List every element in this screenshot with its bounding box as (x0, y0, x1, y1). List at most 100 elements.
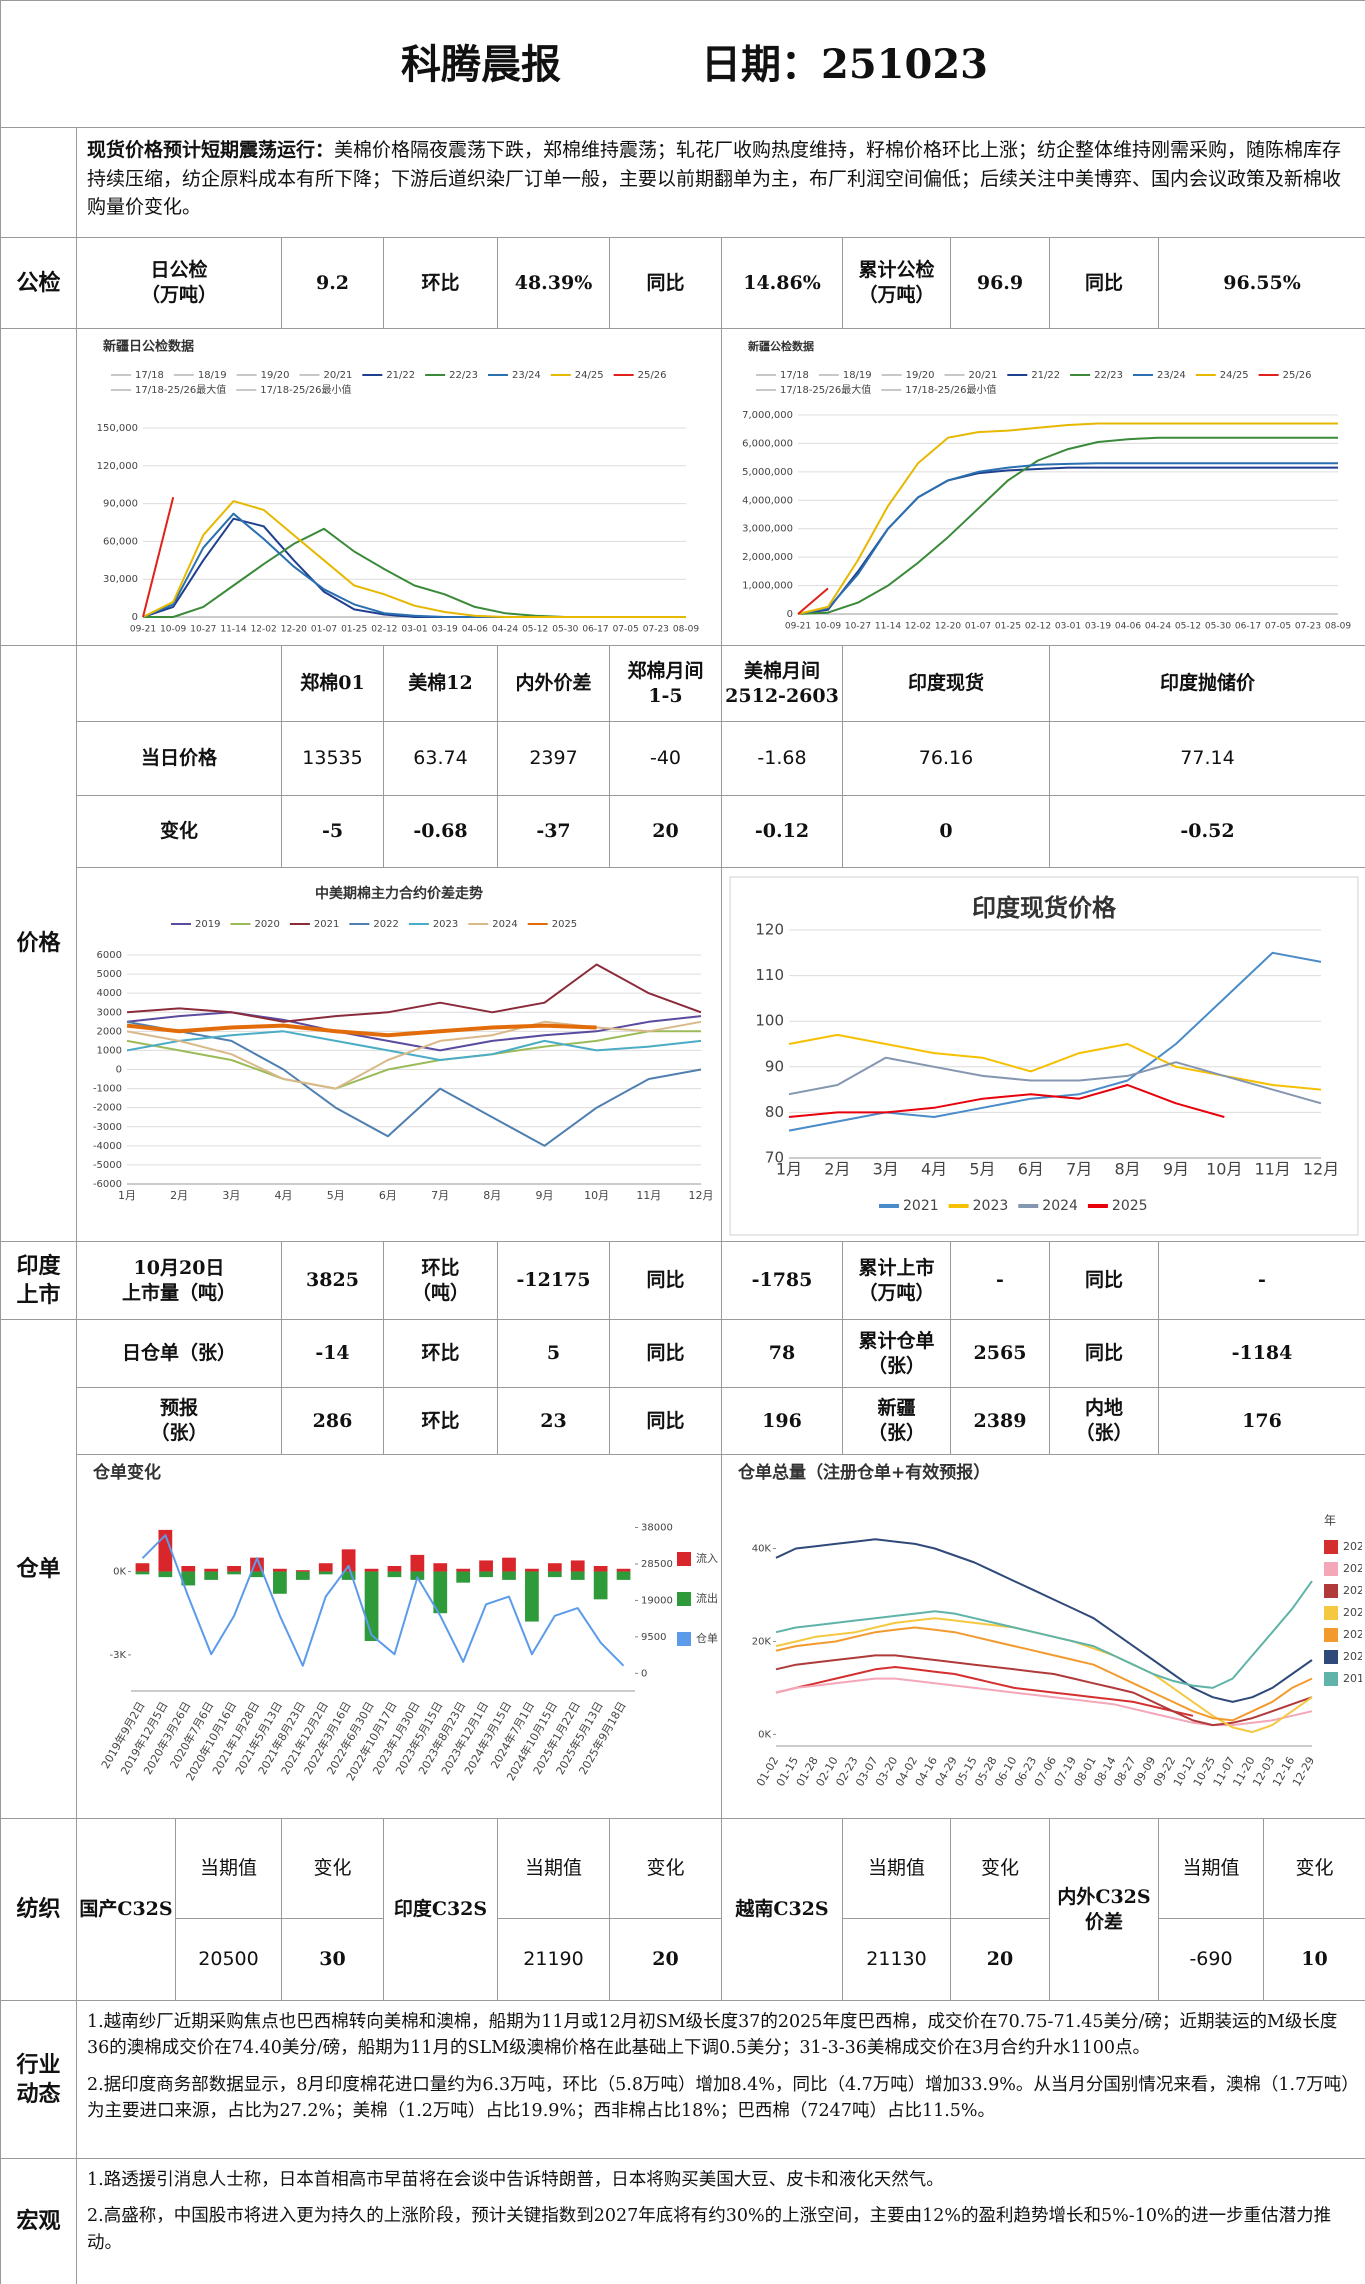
table-cell: -0.52 (1050, 796, 1365, 868)
table-cell: 同比 (610, 1388, 722, 1455)
bar (433, 1571, 448, 1614)
x-tick-label: 03-01 (401, 625, 427, 635)
table-cell: 96.55% (1159, 238, 1365, 329)
bar (502, 1571, 516, 1580)
y-tick-label: 6000 (97, 950, 122, 961)
legend-label: 17/18-25/26最小值 (260, 383, 351, 396)
line-series (142, 517, 686, 618)
line-series (775, 1580, 1313, 1689)
x-tick-label: 12-20 (935, 622, 961, 632)
legend-label: 19/20 (906, 370, 935, 381)
legend-label: 22/23 (449, 370, 478, 381)
y-tick-label: -5000 (93, 1160, 122, 1171)
bar (227, 1571, 241, 1575)
column-header: 内外价差 (498, 646, 610, 722)
column-header: 郑棉月间 1-5 (610, 646, 722, 722)
value-cell: 10 (1264, 1919, 1365, 2001)
table-cell: 环比 （吨） (384, 1242, 498, 1320)
line-series (788, 1056, 1322, 1105)
legend-label: 流入 (696, 1551, 718, 1565)
table-cell: 63.74 (384, 722, 498, 796)
summary-lead: 现货价格预计短期震荡运行： (87, 139, 335, 161)
bar (570, 1560, 585, 1572)
bar (318, 1571, 333, 1575)
bar (410, 1571, 425, 1580)
x-tick-label: 04-06 (462, 625, 488, 635)
legend-label: 21/22 (386, 370, 415, 381)
column-header: 美棉12 (384, 646, 498, 722)
x-tick-label: 05-12 (1175, 622, 1201, 632)
y-tick-label: 120,000 (97, 461, 138, 472)
column-header: 当期值 (843, 1819, 951, 1919)
x-tick-label: 5月 (969, 1160, 995, 1179)
legend-label: 2025 (1343, 1540, 1362, 1553)
x-tick-label: 10-27 (845, 622, 871, 632)
chart: 新疆公检数据 0 1,000,000 2,000,000 3,000,000 4,000,… (742, 339, 1351, 632)
table-cell: -40 (610, 722, 722, 796)
table-cell: -0.12 (722, 796, 843, 868)
table-cell: 变化 (77, 796, 282, 868)
x-tick-label: 10-27 (190, 625, 216, 635)
section-label: 印度 上市 (1, 1242, 77, 1320)
x-tick-label: 06-17 (582, 625, 608, 635)
legend-label: 2024 (1042, 1198, 1078, 1214)
line-series (775, 1538, 1313, 1703)
table-cell: 9.2 (282, 238, 384, 329)
x-tick-label: 01-25 (341, 625, 367, 635)
line-series (141, 1534, 625, 1667)
news-block: 1.越南纱厂近期采购焦点也巴西棉转向美棉和澳棉，船期为11月或12月初SM级长度… (77, 2001, 1365, 2159)
line-series (126, 1020, 702, 1147)
legend-label: 17/18 (135, 370, 164, 381)
chart-title: 中美期棉主力合约价差走势 (315, 885, 483, 902)
bar (525, 1571, 539, 1622)
x-tick-label: 03-19 (1085, 622, 1111, 632)
value-cell: 30 (282, 1919, 384, 2001)
news-item: 2.高盛称，中国股市将进入更为持久的上涨阶段，预计关键指数到2027年底将有约3… (87, 2206, 1332, 2253)
legend-label: 2022 (1343, 1606, 1362, 1619)
table-cell: 2389 (951, 1388, 1050, 1455)
y-tick-label: -3000 (93, 1122, 122, 1133)
x-tick-label: 8月 (483, 1189, 501, 1202)
x-tick-label: 5月 (327, 1189, 345, 1202)
x-tick-label: 1月 (776, 1160, 802, 1179)
legend-label: 2024 (492, 919, 517, 930)
column-header: 美棉月间 2512-2603 (722, 646, 843, 722)
legend-label: 2023 (433, 919, 458, 930)
y-tick-label: 60,000 (103, 536, 138, 547)
x-tick-label: 10-09 (160, 625, 186, 635)
x-tick-label: 11月 (636, 1189, 661, 1202)
table-cell: 同比 (1050, 238, 1159, 329)
y-tick-label: 0 (132, 612, 138, 623)
x-tick-label: 12月 (1303, 1160, 1339, 1179)
legend-label: 17/18 (780, 370, 809, 381)
x-tick-label: 01-07 (965, 622, 991, 632)
legend-swatch (677, 1552, 691, 1566)
legend-label: 23/24 (1157, 370, 1186, 381)
chart-frame (729, 876, 1359, 1236)
y-tick-label: 0 (787, 609, 793, 620)
table-cell: -5 (282, 796, 384, 868)
table-cell: 预报 （张） (77, 1388, 282, 1455)
legend-swatch (677, 1592, 691, 1606)
bar (273, 1568, 287, 1572)
table-cell: -37 (498, 796, 610, 868)
y-tick-label: 90,000 (103, 499, 138, 510)
header: 科腾晨报 日期：251023 (1, 1, 1365, 128)
section-label: 行业 动态 (1, 2001, 77, 2159)
bar (295, 1571, 310, 1580)
table-cell: 14.86% (722, 238, 843, 329)
section-label: 宏观 (1, 2159, 77, 2284)
column-header: 变化 (1264, 1819, 1365, 1919)
table-cell: 日仓单（张） (77, 1320, 282, 1388)
line-series (797, 436, 1338, 615)
y-tick-label: 80 (765, 1103, 784, 1121)
legend-label: 仓单 (696, 1631, 718, 1645)
table-cell: 176 (1159, 1388, 1365, 1455)
x-tick-label: 9月 (1163, 1160, 1189, 1179)
y-tick-label: 4000 (97, 988, 122, 999)
table-cell: 0 (843, 796, 1050, 868)
chart-title: 仓单总量（注册仓单+有效预报） (737, 1462, 990, 1483)
x-tick-label: 2月 (824, 1160, 850, 1179)
x-tick-label: 12-02 (251, 625, 277, 635)
column-header: 变化 (610, 1819, 722, 1919)
